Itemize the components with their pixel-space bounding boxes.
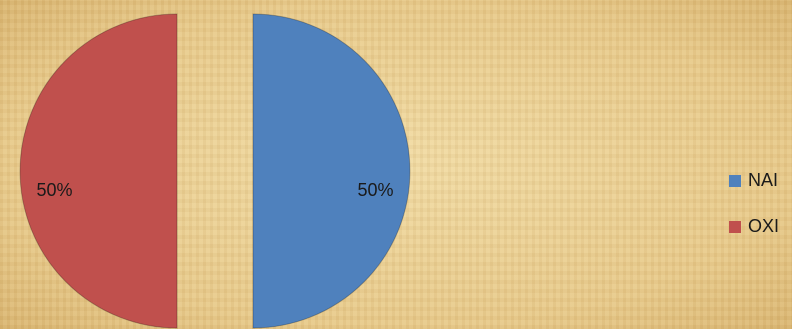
data-label: 50% <box>357 180 393 200</box>
legend-swatch <box>729 221 741 233</box>
pie-slice <box>252 13 411 329</box>
legend-label: OXI <box>748 216 779 236</box>
legend-swatch <box>729 175 741 187</box>
pie-slice <box>19 13 178 329</box>
legend-label: NAI <box>748 170 778 190</box>
data-label: 50% <box>37 180 73 200</box>
